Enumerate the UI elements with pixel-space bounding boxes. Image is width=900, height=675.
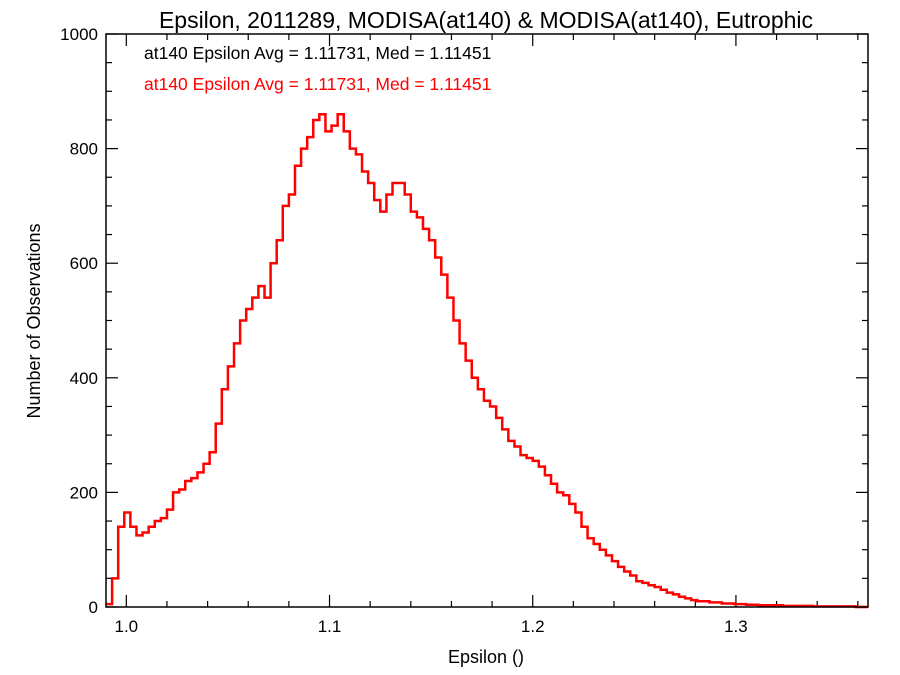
y-tick-label: 0: [89, 598, 98, 617]
y-tick-label: 800: [70, 140, 98, 159]
chart-title: Epsilon, 2011289, MODISA(at140) & MODISA…: [159, 7, 813, 33]
x-tick-label: 1.3: [724, 617, 748, 636]
annotation-red: at140 Epsilon Avg = 1.11731, Med = 1.114…: [144, 74, 491, 94]
y-tick-label: 400: [70, 369, 98, 388]
x-tick-label: 1.2: [521, 617, 545, 636]
x-tick-label: 1.1: [318, 617, 342, 636]
series-histogram-line: [106, 112, 868, 609]
x-axis-label: Epsilon (): [448, 647, 524, 667]
axis-tick-labels: 1.0 1.1 1.2 1.3 0 200 400 600 800 1000: [60, 25, 748, 636]
axis-ticks: [106, 33, 868, 608]
y-tick-label: 1000: [60, 25, 98, 44]
plot-frame: [105, 33, 869, 608]
y-tick-label: 200: [70, 483, 98, 502]
y-axis-label: Number of Observations: [24, 223, 44, 418]
x-tick-label: 1.0: [114, 617, 138, 636]
annotation-black: at140 Epsilon Avg = 1.11731, Med = 1.114…: [144, 43, 491, 63]
y-tick-label: 600: [70, 254, 98, 273]
